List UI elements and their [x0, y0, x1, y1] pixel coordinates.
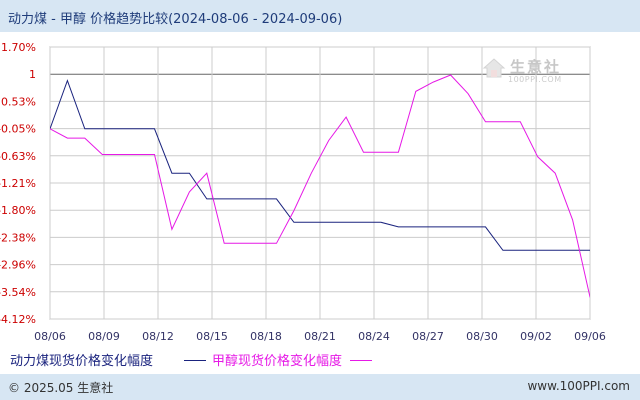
y-tick-label: -0.63%: [0, 150, 36, 163]
watermark-url: 100PPI.COM: [508, 75, 562, 84]
x-tick-label: 08/15: [196, 330, 228, 342]
watermark: 生意社 100PPI.COM: [478, 54, 578, 94]
x-tick-label: 09/06: [574, 330, 606, 342]
x-tick-label: 08/06: [34, 330, 66, 342]
series-line-methanol: [50, 74, 590, 298]
y-tick-label: -3.54%: [0, 286, 36, 299]
x-tick-label: 08/09: [88, 330, 120, 342]
chart-plot: 1.70% 1 0.53% -0.05% -0.63% -1.21% -1.80% -2.38…: [0, 41, 606, 342]
y-tick-label: -4.12%: [0, 313, 36, 326]
footer-bar: © 2025.05 生意社 www.100PPI.com: [0, 374, 640, 400]
x-tick-label: 08/24: [358, 330, 390, 342]
legend-swatch-methanol: [350, 360, 372, 361]
y-tick-label: 1.70%: [1, 41, 36, 54]
legend-swatch-coal: [184, 360, 206, 361]
y-tick-label: -1.80%: [0, 204, 36, 217]
y-tick-label: -2.38%: [0, 231, 36, 244]
house-logo-icon: [482, 58, 506, 78]
y-tick-label: 0.53%: [1, 95, 36, 108]
x-tick-label: 08/21: [304, 330, 336, 342]
y-tick-label: -0.05%: [0, 123, 36, 136]
title-bar: 动力煤 - 甲醇 价格趋势比较(2024-08-06 - 2024-09-06): [0, 0, 640, 32]
x-tick-label: 08/12: [142, 330, 174, 342]
legend-label-coal: 动力煤现货价格变化幅度: [10, 354, 154, 369]
chart-title: 动力煤 - 甲醇 价格趋势比较(2024-08-06 - 2024-09-06): [8, 12, 343, 27]
legend-label-methanol: 甲醇现货价格变化幅度: [212, 354, 343, 369]
x-tick-label: 08/18: [250, 330, 282, 342]
x-tick-label: 08/30: [466, 330, 498, 342]
series-line-coal: [50, 79, 590, 251]
watermark-name: 生意社: [510, 58, 562, 76]
legend: 动力煤现货价格变化幅度 甲醇现货价格变化幅度: [0, 346, 640, 370]
x-tick-label: 08/27: [412, 330, 444, 342]
y-tick-label: 1: [29, 68, 36, 81]
x-tick-label: 09/02: [520, 330, 552, 342]
footer-copyright: © 2025.05 生意社: [8, 381, 114, 395]
y-tick-label: -1.21%: [0, 177, 36, 190]
y-tick-label: -2.96%: [0, 259, 36, 272]
footer-site-link[interactable]: www.100PPI.com: [527, 379, 630, 393]
